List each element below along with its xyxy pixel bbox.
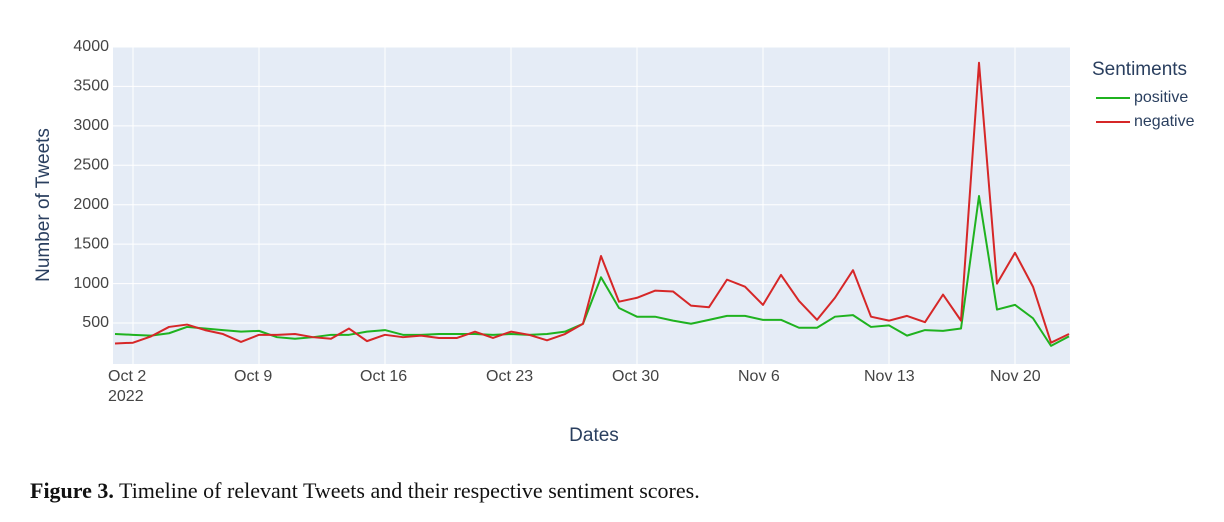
grid <box>113 46 1070 364</box>
y-tick-label: 500 <box>82 314 109 331</box>
x-axis-title: Dates <box>569 425 619 446</box>
caption: Figure 3. Timeline of relevant Tweets an… <box>30 478 700 504</box>
legend-label: positive <box>1134 89 1188 106</box>
legend-label: negative <box>1134 113 1195 130</box>
x-tick-label: Oct 9 <box>234 368 273 385</box>
y-axis-title: Number of Tweets <box>33 128 54 282</box>
y-tick-label: 1000 <box>73 275 109 292</box>
x-tick-label: Nov 6 <box>738 368 780 385</box>
x-tick-label: Oct 16 <box>360 368 408 385</box>
y-tick-label: 4000 <box>73 38 109 55</box>
line-series <box>114 195 1070 347</box>
legend-title: Sentiments <box>1092 59 1187 80</box>
x-tick-label: Oct 2 2022 <box>108 368 147 405</box>
x-tick-label: Oct 23 <box>486 368 534 385</box>
x-tick-label: Oct 30 <box>612 368 660 385</box>
y-tick-label: 1500 <box>73 235 109 252</box>
x-tick-label: Nov 13 <box>864 368 915 385</box>
y-tick-label: 3500 <box>73 78 109 95</box>
y-tick-label: 2500 <box>73 157 109 174</box>
x-tick-label: Nov 20 <box>990 368 1041 385</box>
caption-label: Figure 3. <box>30 478 114 503</box>
caption-text: Timeline of relevant Tweets and their re… <box>119 478 700 503</box>
y-tick-label: 3000 <box>73 117 109 134</box>
plot-area <box>113 47 1070 364</box>
legend: Sentiments positive negative <box>1092 59 1195 130</box>
y-tick-label: 2000 <box>73 196 109 213</box>
line-series <box>114 61 1070 345</box>
